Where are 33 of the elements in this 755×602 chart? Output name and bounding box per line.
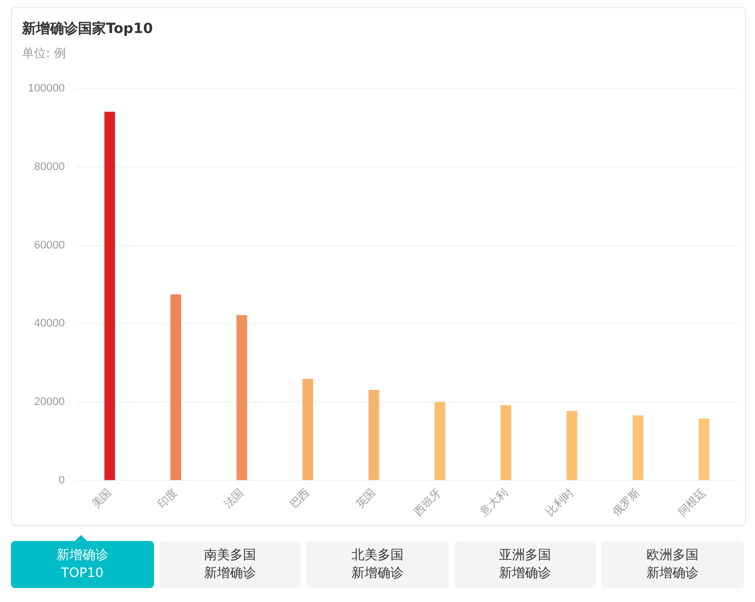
bar	[302, 378, 314, 480]
x-tick-label: 西班牙	[412, 486, 444, 519]
text: 亚洲多国新增确诊	[498, 546, 552, 582]
bar	[236, 315, 248, 480]
bar	[500, 405, 512, 480]
y-tick-label: 0	[58, 474, 65, 486]
x-tick-label: 美国	[89, 486, 114, 511]
bar	[632, 415, 644, 480]
y-tick-label: 60000	[34, 239, 65, 252]
x-tick-label: 巴西	[288, 486, 312, 511]
bar	[434, 402, 446, 480]
x-tick-label: 阿根廷	[676, 486, 708, 519]
bar	[566, 411, 578, 480]
x-tick-label: 英国	[353, 486, 378, 511]
x-tick-label: 印度	[155, 486, 180, 511]
bar	[368, 390, 380, 480]
x-tick-label: 意大利	[476, 486, 510, 520]
text: 北美多国新增确诊	[350, 546, 404, 582]
x-tick-label: 俄罗斯	[610, 486, 642, 519]
bar	[698, 418, 710, 480]
y-tick-label: 40000	[34, 318, 65, 330]
text: 南美多国新增确诊	[202, 546, 257, 582]
chart-subtitle: 单位: 例	[22, 45, 66, 62]
text: 新增确诊TOP10	[55, 546, 110, 582]
x-tick-label: 比利时	[544, 486, 576, 519]
y-tick-label: 20000	[34, 396, 65, 408]
bar	[170, 294, 182, 480]
text: 欧洲多国新增确诊	[646, 546, 700, 582]
y-tick-label: 80000	[34, 160, 65, 173]
chart-title: 新增确诊国家Top10	[22, 20, 153, 38]
x-tick-label: 法国	[221, 486, 246, 511]
bar	[104, 112, 116, 480]
y-tick-label: 100000	[28, 82, 65, 95]
